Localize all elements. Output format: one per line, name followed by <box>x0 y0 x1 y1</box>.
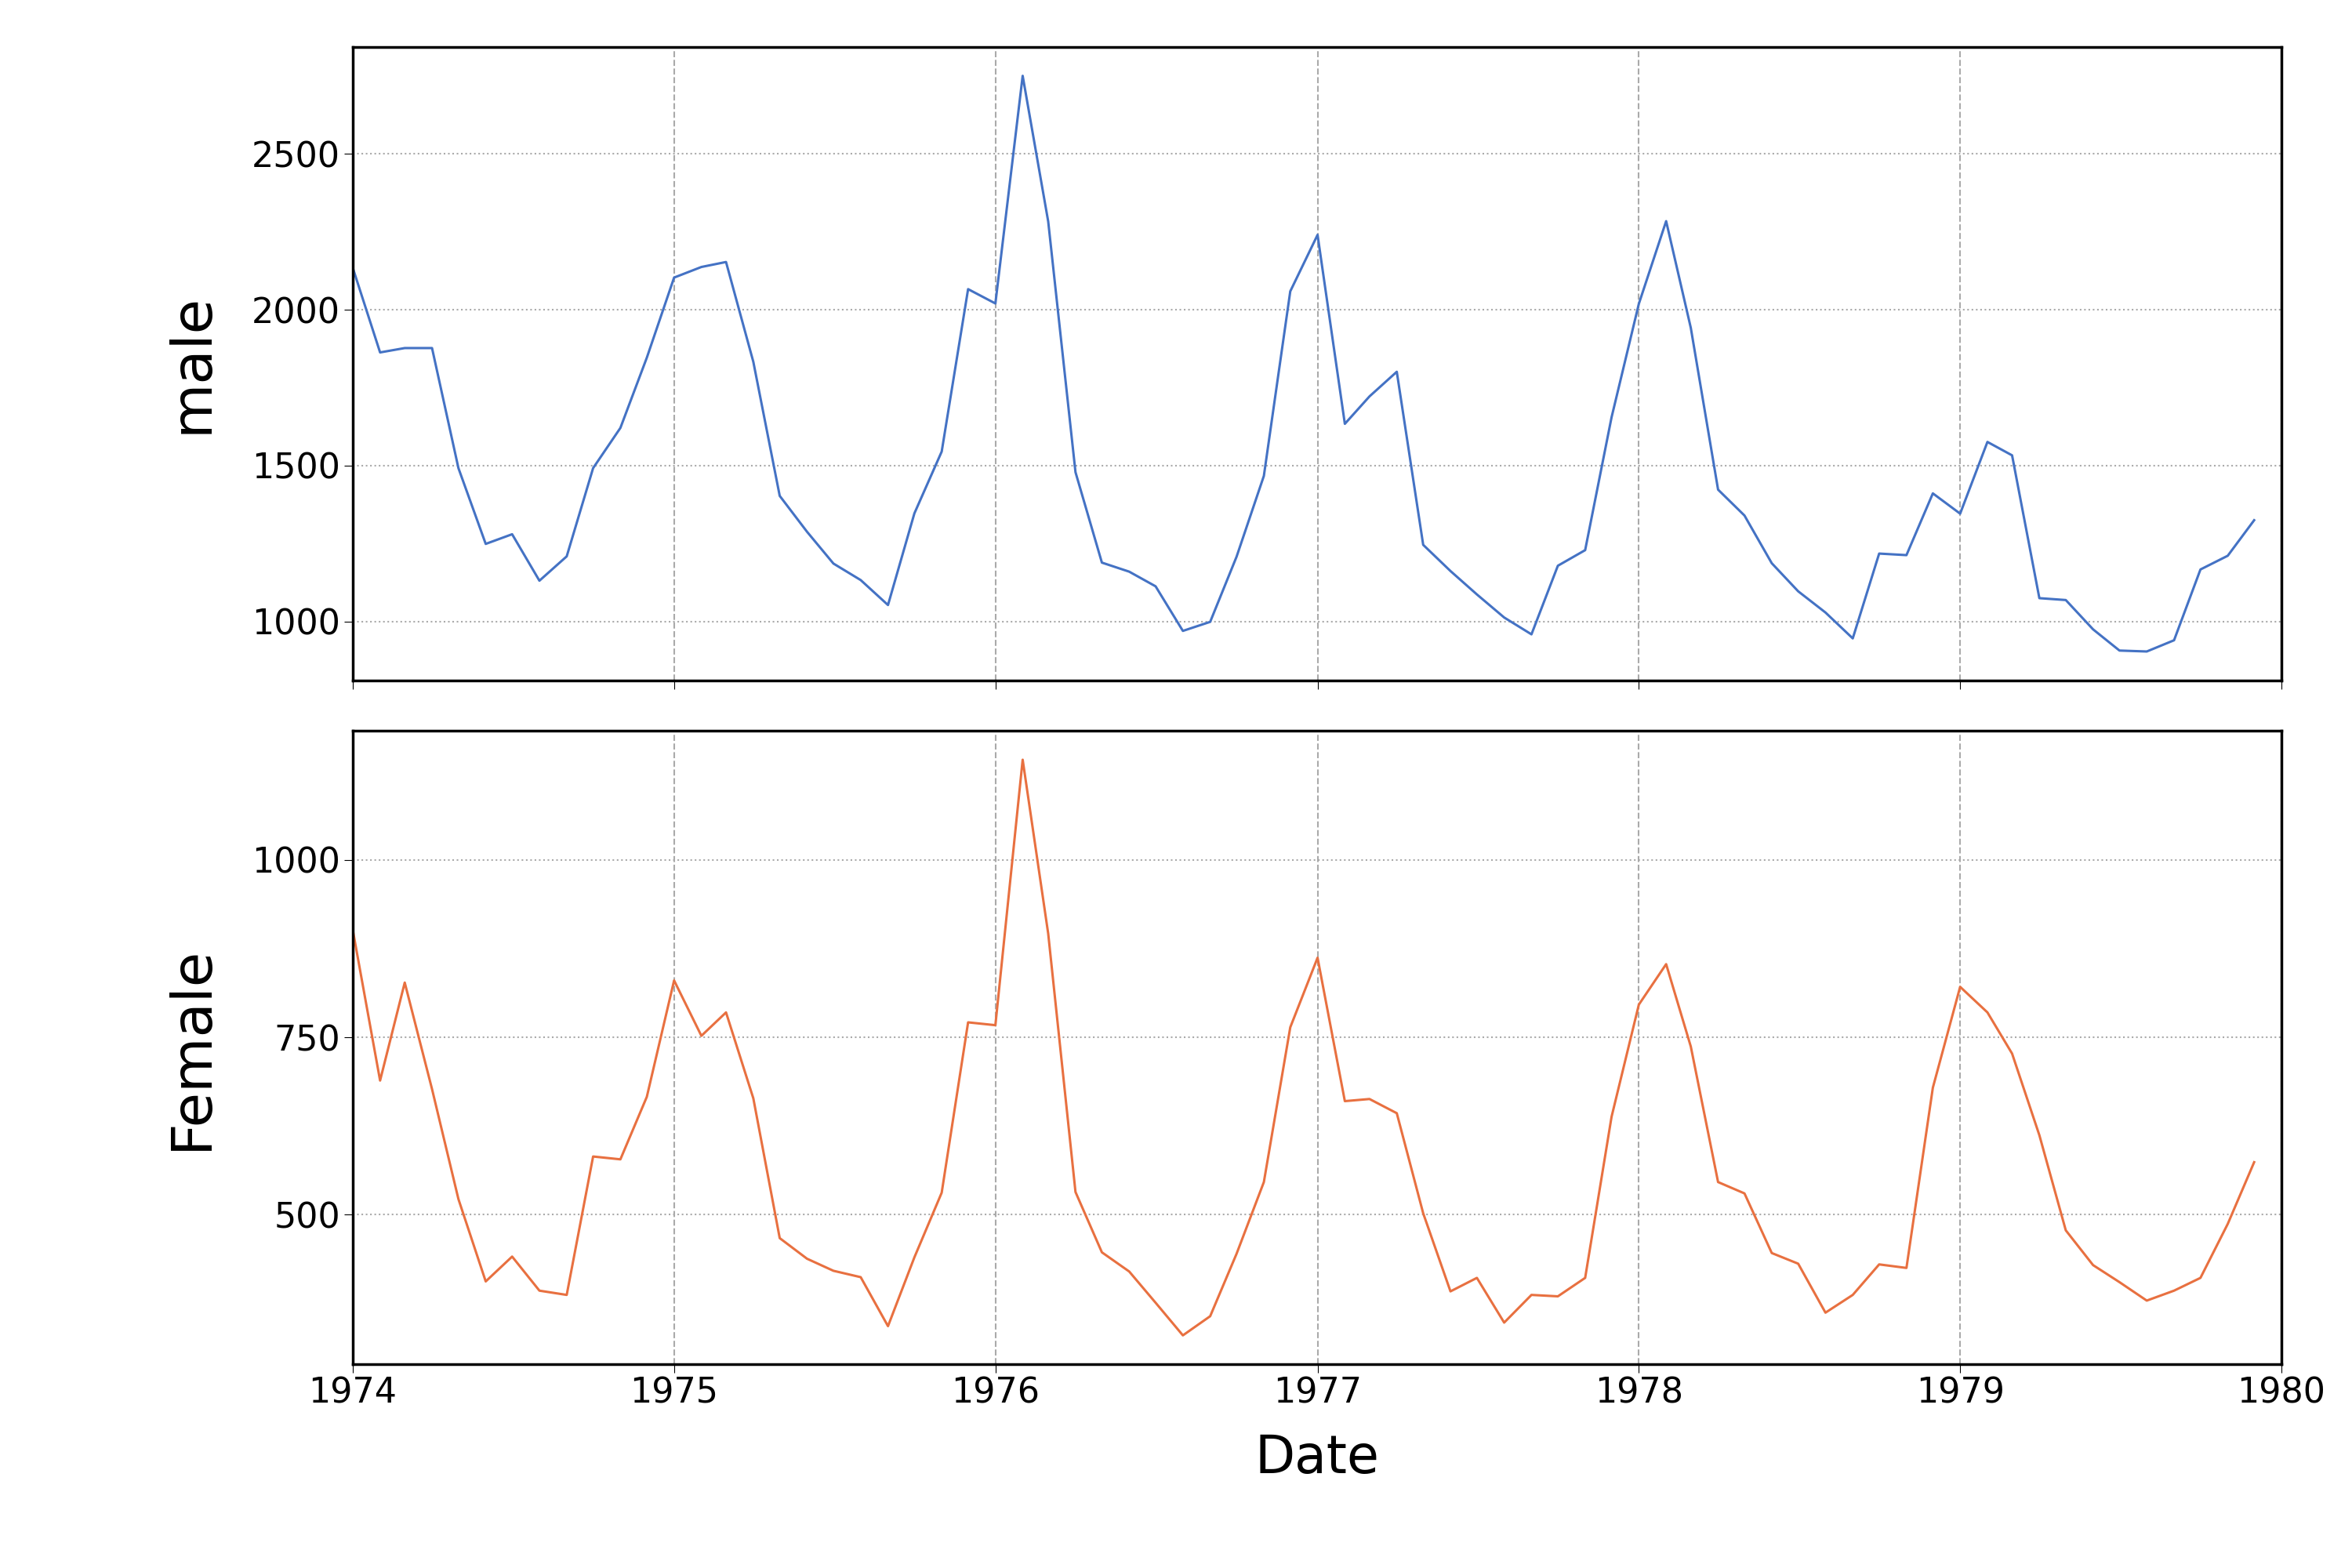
Y-axis label: male: male <box>165 293 219 434</box>
X-axis label: Date: Date <box>1256 1432 1378 1483</box>
Y-axis label: Female: Female <box>165 946 219 1149</box>
